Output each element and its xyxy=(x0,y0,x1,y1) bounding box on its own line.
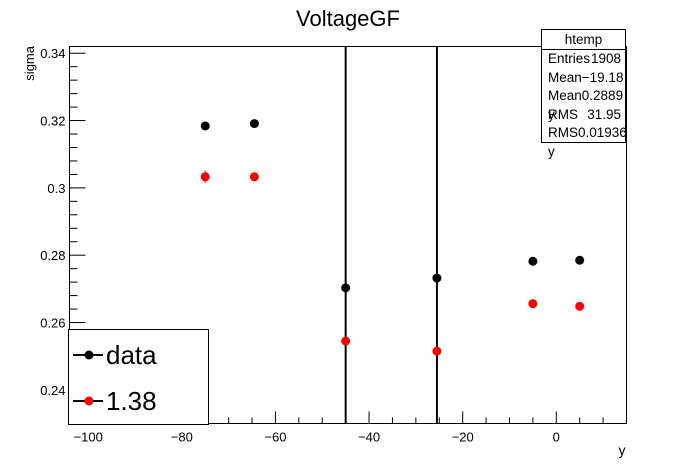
data-point xyxy=(575,255,585,265)
stats-row-rms-y: RMS y 0.01936 xyxy=(542,124,627,159)
legend-label-data: data xyxy=(106,339,157,370)
plot-frame xyxy=(69,46,627,424)
stats-label: Mean y xyxy=(548,88,582,122)
stats-box: htemp Entries 1908 Mean −19.18 Mean y 0.… xyxy=(541,29,627,159)
y-tick-label: 0.34 xyxy=(40,46,65,61)
data-points xyxy=(200,119,585,356)
x-tick-label: −80 xyxy=(171,430,193,445)
data-point-1-38 xyxy=(432,346,442,356)
chart-title: VoltageGF xyxy=(296,6,400,31)
stats-label: RMS y xyxy=(548,125,578,159)
y-tick-label: 0.32 xyxy=(40,114,65,129)
legend-marker-data xyxy=(73,350,103,360)
x-tick-label: 0 xyxy=(553,430,560,445)
data-point xyxy=(341,283,351,293)
data-point xyxy=(249,119,259,129)
stats-value: 0.2889 xyxy=(581,88,624,104)
stats-value: 31.95 xyxy=(587,106,621,122)
y-axis-label: sigma xyxy=(22,45,37,80)
y-tick-label: 0.3 xyxy=(47,181,65,196)
data-point-1-38 xyxy=(249,172,259,182)
data-point-1-38 xyxy=(528,299,538,309)
axes: −100 −80 −60 −40 −20 0 0.24 0.26 0.28 0.3 0.32 0.34 xyxy=(40,46,604,445)
stats-value: 0.01936 xyxy=(578,125,627,141)
y-tick-label: 0.24 xyxy=(40,383,65,398)
data-point xyxy=(200,121,210,131)
data-point-1-38 xyxy=(200,172,210,182)
legend-label-1-38: 1.38 xyxy=(106,385,157,416)
data-point-1-38 xyxy=(575,301,585,311)
y-tick-label: 0.26 xyxy=(40,316,65,331)
stats-box-title: htemp xyxy=(542,30,625,50)
x-tick-label: −20 xyxy=(452,430,474,445)
stats-row-mean-y: Mean y 0.2889 xyxy=(542,87,625,122)
x-axis-label: y xyxy=(619,442,626,458)
stats-value: −19.18 xyxy=(581,69,624,85)
stats-label: Mean xyxy=(548,69,582,85)
legend: data 1.38 xyxy=(68,329,209,425)
data-point xyxy=(432,273,442,283)
legend-entry-1-38: 1.38 xyxy=(69,381,157,421)
x-tick-label: −40 xyxy=(358,430,380,445)
vertical-markers xyxy=(344,46,438,424)
stats-value: 1908 xyxy=(590,51,621,66)
data-point xyxy=(528,256,538,266)
x-tick-label: −60 xyxy=(264,430,286,445)
x-tick-label: −100 xyxy=(74,430,103,445)
stats-row-entries: Entries 1908 xyxy=(542,50,625,69)
legend-marker-1-38 xyxy=(73,396,103,406)
stats-label: RMS xyxy=(548,106,578,122)
y-tick-label: 0.28 xyxy=(40,248,65,263)
stats-label: Entries xyxy=(548,51,591,66)
data-point-1-38 xyxy=(341,336,351,346)
legend-entry-data: data xyxy=(69,335,157,375)
stats-row-rms: RMS 31.95 xyxy=(542,106,625,125)
stats-row-mean: Mean −19.18 xyxy=(542,69,625,88)
